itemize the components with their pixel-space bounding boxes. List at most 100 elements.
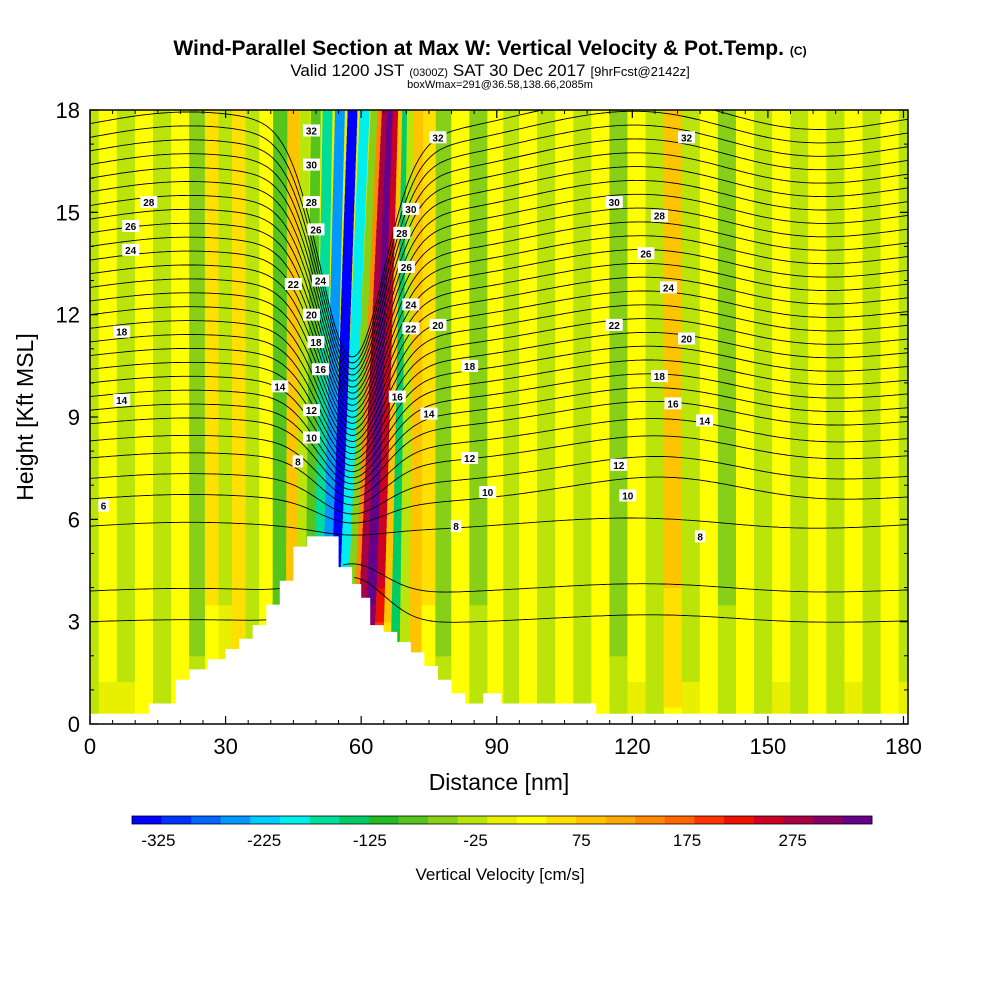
w-cell (325, 468, 336, 478)
w-cell (451, 297, 471, 307)
w-cell (469, 476, 489, 486)
w-cell (519, 587, 538, 597)
w-cell (171, 527, 190, 537)
w-cell (519, 527, 538, 537)
w-cell (245, 212, 260, 222)
w-cell (717, 340, 737, 350)
w-cell (435, 553, 453, 563)
w-cell (487, 672, 505, 682)
w-cell (880, 195, 900, 205)
w-cell (272, 408, 288, 418)
w-cell (171, 587, 190, 597)
w-cell (754, 263, 773, 273)
w-cell (663, 391, 683, 401)
colorbar-swatch (457, 816, 488, 824)
w-cell (171, 340, 190, 350)
w-cell (826, 579, 846, 589)
w-cell (374, 178, 380, 188)
w-cell (134, 485, 154, 495)
w-cell (519, 519, 538, 529)
w-cell (699, 254, 719, 265)
w-cell (401, 144, 411, 154)
w-cell (189, 613, 206, 623)
w-cell (663, 561, 683, 572)
w-cell (826, 485, 846, 495)
w-cell (537, 144, 556, 154)
w-cell (898, 579, 908, 589)
w-cell (503, 621, 520, 631)
theta-label-box (311, 363, 329, 376)
w-cell (573, 553, 593, 563)
w-cell (299, 135, 310, 145)
w-cell (232, 485, 247, 495)
w-cell (90, 536, 100, 546)
w-cell (245, 579, 260, 589)
w-cell (503, 468, 520, 478)
w-cell (898, 561, 908, 572)
theta-contour-line (90, 166, 908, 388)
w-cell (451, 442, 471, 452)
w-cell (591, 672, 611, 682)
w-cell (340, 561, 351, 572)
w-cell (469, 169, 489, 179)
w-cell (772, 272, 791, 282)
w-cell (396, 169, 404, 179)
w-cell (772, 553, 791, 563)
w-cell (898, 587, 908, 597)
theta-label-box (307, 335, 325, 348)
w-cell (591, 468, 611, 478)
w-cell (389, 203, 399, 213)
w-cell (152, 169, 172, 179)
w-cell (384, 613, 392, 623)
w-cell (555, 587, 575, 597)
w-cell (232, 323, 247, 333)
w-cell (189, 476, 206, 486)
w-cell (435, 229, 453, 239)
w-cell (862, 442, 882, 452)
w-cell (663, 246, 683, 256)
w-cell (735, 570, 755, 580)
w-cell (844, 630, 864, 640)
w-cell (422, 195, 438, 205)
w-cell (389, 212, 398, 222)
theta-label-text: 16 (667, 399, 679, 410)
w-cell (487, 536, 505, 546)
w-cell (808, 382, 828, 393)
w-cell (134, 365, 154, 375)
w-cell (272, 348, 288, 358)
w-cell (171, 519, 190, 529)
w-cell (880, 655, 900, 665)
w-cell (790, 519, 810, 529)
w-cell (754, 246, 773, 256)
w-cell (259, 502, 274, 512)
theta-label-text: 22 (405, 324, 417, 335)
w-cell (844, 510, 864, 520)
w-cell (645, 417, 665, 427)
w-cell (218, 468, 233, 478)
w-cell (116, 417, 136, 427)
w-cell (380, 476, 389, 486)
w-cell (116, 169, 136, 179)
w-cell (380, 254, 391, 265)
w-cell (393, 280, 401, 290)
w-cell (519, 476, 538, 486)
w-cell (409, 630, 422, 640)
theta-contour-line (90, 563, 908, 593)
w-cell (370, 348, 379, 358)
w-cell (699, 672, 719, 682)
w-cell (152, 331, 172, 341)
w-cell (609, 647, 629, 657)
w-cell (754, 203, 773, 213)
w-cell (645, 272, 665, 282)
w-cell (98, 110, 118, 120)
w-cell (171, 561, 190, 572)
w-cell (152, 135, 172, 145)
w-cell (645, 493, 665, 503)
w-cell (356, 417, 364, 427)
w-cell (503, 604, 520, 614)
w-cell (218, 570, 233, 580)
w-cell (391, 135, 401, 145)
w-cell (451, 493, 471, 503)
w-cell (898, 340, 908, 350)
w-cell (808, 169, 828, 179)
